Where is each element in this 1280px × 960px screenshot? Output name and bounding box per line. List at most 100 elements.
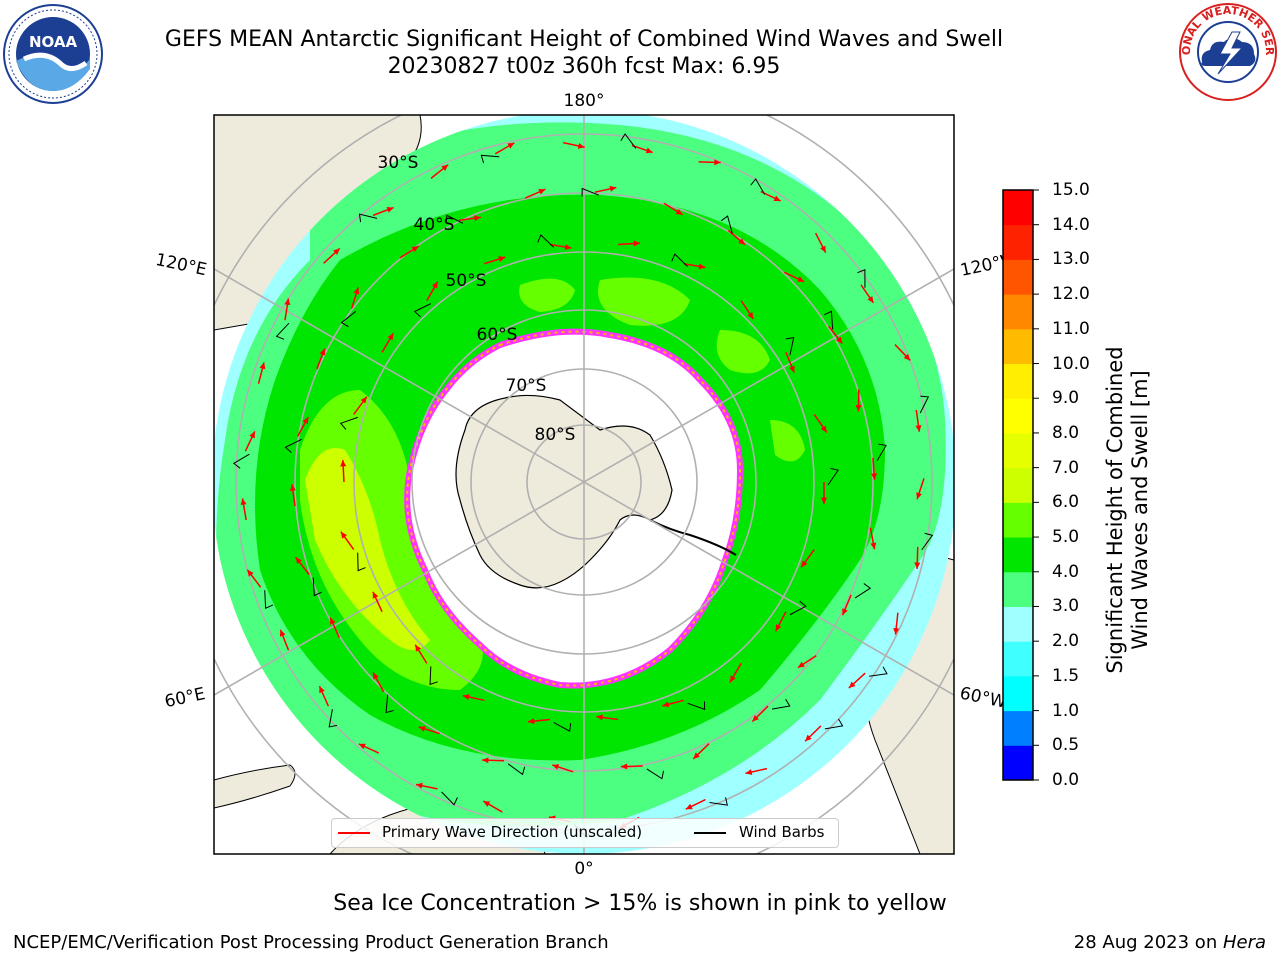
wave-arrowhead (752, 714, 759, 722)
wind-barb (232, 453, 250, 469)
wave-arrowhead (685, 803, 693, 810)
colorbar-tick-label: 0.5 (1052, 735, 1080, 756)
colorbar-tick-label: 7.0 (1052, 457, 1080, 478)
lon-label-0: 0° (574, 859, 593, 879)
wave-arrowhead (821, 497, 827, 504)
colorbar-title: Significant Height of Combined Wind Wave… (1103, 300, 1153, 720)
wave-arrowhead (609, 185, 617, 192)
wave-arrowhead (645, 147, 653, 154)
wind-barb (441, 791, 458, 806)
colorbar-tick-label: 10.0 (1052, 353, 1090, 374)
colorbar-tick-label: 14.0 (1052, 214, 1090, 235)
wave-arrowhead (738, 238, 746, 245)
wave-arrowhead (353, 287, 360, 295)
wind-barbs-legend-label: Wind Barbs (739, 823, 825, 841)
colorbar-swatch (1003, 190, 1033, 226)
wave-arrowhead (914, 562, 921, 569)
wind-barb (358, 213, 378, 223)
wind-barb (709, 797, 728, 806)
lat-label-30s: 30°S (378, 153, 419, 173)
colorbar-tick-label: 8.0 (1052, 422, 1080, 443)
wave-arrowhead (903, 353, 911, 361)
lon-label-60e: 60°E (163, 684, 207, 712)
wind-barb (687, 701, 706, 711)
colorbar-tick-label: 3.0 (1052, 596, 1080, 617)
wave-arrowhead (747, 312, 754, 319)
wind-barb (789, 600, 807, 616)
wind-barb (339, 416, 358, 430)
wind-barb (507, 763, 526, 776)
colorbar-swatch (1003, 328, 1033, 365)
map-subtitle: 20230827 t00z 360h fcst Max: 6.95 (387, 54, 781, 79)
wind-barb (823, 310, 834, 330)
wave-direction-legend-swatch (338, 832, 370, 834)
colorbar-title-line2: Wind Waves and Swell [m] (1128, 370, 1152, 650)
wind-barb (284, 438, 302, 454)
colorbar-swatch (1003, 432, 1033, 469)
colorbar-swatch (1003, 224, 1033, 260)
wave-arrowhead (330, 617, 336, 625)
wave-arrowhead (340, 531, 348, 539)
wave-arrowhead (855, 405, 862, 412)
colorbar-swatch (1003, 259, 1033, 295)
wave-direction-arrows (240, 141, 925, 829)
wave-arrowhead (319, 686, 325, 694)
wind-barb (537, 234, 555, 248)
colorbar-swatch (1003, 675, 1033, 712)
wave-arrowhead (247, 569, 254, 577)
wave-arrowhead (415, 644, 422, 652)
noaa-logo: NOAA (3, 4, 103, 104)
lat-label-60s: 60°S (477, 325, 518, 345)
colorbar-tick-label: 9.0 (1052, 388, 1080, 409)
wind-barb (785, 337, 795, 356)
wind-barbs-legend-swatch (694, 832, 726, 834)
graticule (214, 115, 954, 854)
wave-direction-legend-label: Primary Wave Direction (unscaled) (382, 823, 643, 841)
lat-label-50s: 50°S (446, 271, 487, 291)
nws-logo: NATIONAL WEATHER SERVICE (1178, 2, 1277, 101)
wind-barb (264, 590, 274, 609)
wind-barb (581, 187, 600, 197)
wave-arrowhead (358, 743, 366, 750)
wind-barb (413, 303, 432, 318)
wave-arrowhead (507, 142, 515, 149)
antarctica-land (455, 394, 673, 589)
wave-arrowhead (372, 672, 379, 680)
wave-arrowhead (527, 718, 535, 725)
wave-arrowhead (801, 560, 808, 568)
wave-arrowhead (340, 460, 347, 467)
colorbar-swatch (1003, 537, 1033, 573)
wave-arrowhead (462, 694, 470, 700)
wind-barb (876, 443, 887, 462)
wave-arrowhead (773, 195, 781, 201)
colorbar-tick-label: 6.0 (1052, 492, 1080, 513)
wind-barb (750, 178, 766, 195)
wave-arrowhead (418, 725, 426, 732)
map-legend: Primary Wave Direction (unscaled) Wind B… (331, 818, 839, 848)
colorbar-tick-label: 11.0 (1052, 318, 1090, 339)
wind-barb (429, 666, 438, 686)
wave-arrowhead (498, 256, 506, 262)
wave-arrowhead (483, 801, 491, 807)
wind-barb (553, 722, 572, 732)
wind-barb (445, 214, 464, 224)
wave-arrowhead (259, 362, 266, 370)
wind-barb (385, 694, 394, 714)
wave-arrowhead (249, 431, 255, 439)
colorbar-swatch (1003, 363, 1033, 399)
wind-barb (328, 709, 338, 728)
wave-arrowhead (284, 298, 291, 306)
colorbar-frame (1002, 189, 1034, 781)
map-title: GEFS MEAN Antarctic Significant Height o… (164, 27, 1004, 52)
wave-arrowhead (893, 627, 900, 635)
wave-arrowhead (441, 164, 449, 171)
map-frame (213, 114, 955, 855)
wave-arrowhead (867, 295, 874, 303)
lat-label-70s: 70°S (506, 376, 547, 396)
wave-arrowhead (538, 189, 546, 195)
wave-arrowhead (372, 591, 379, 599)
wind-barb (827, 467, 839, 486)
wave-arrowhead (596, 714, 604, 721)
wave-arrowhead (745, 769, 753, 775)
lat-label-40s: 40°S (414, 215, 455, 235)
